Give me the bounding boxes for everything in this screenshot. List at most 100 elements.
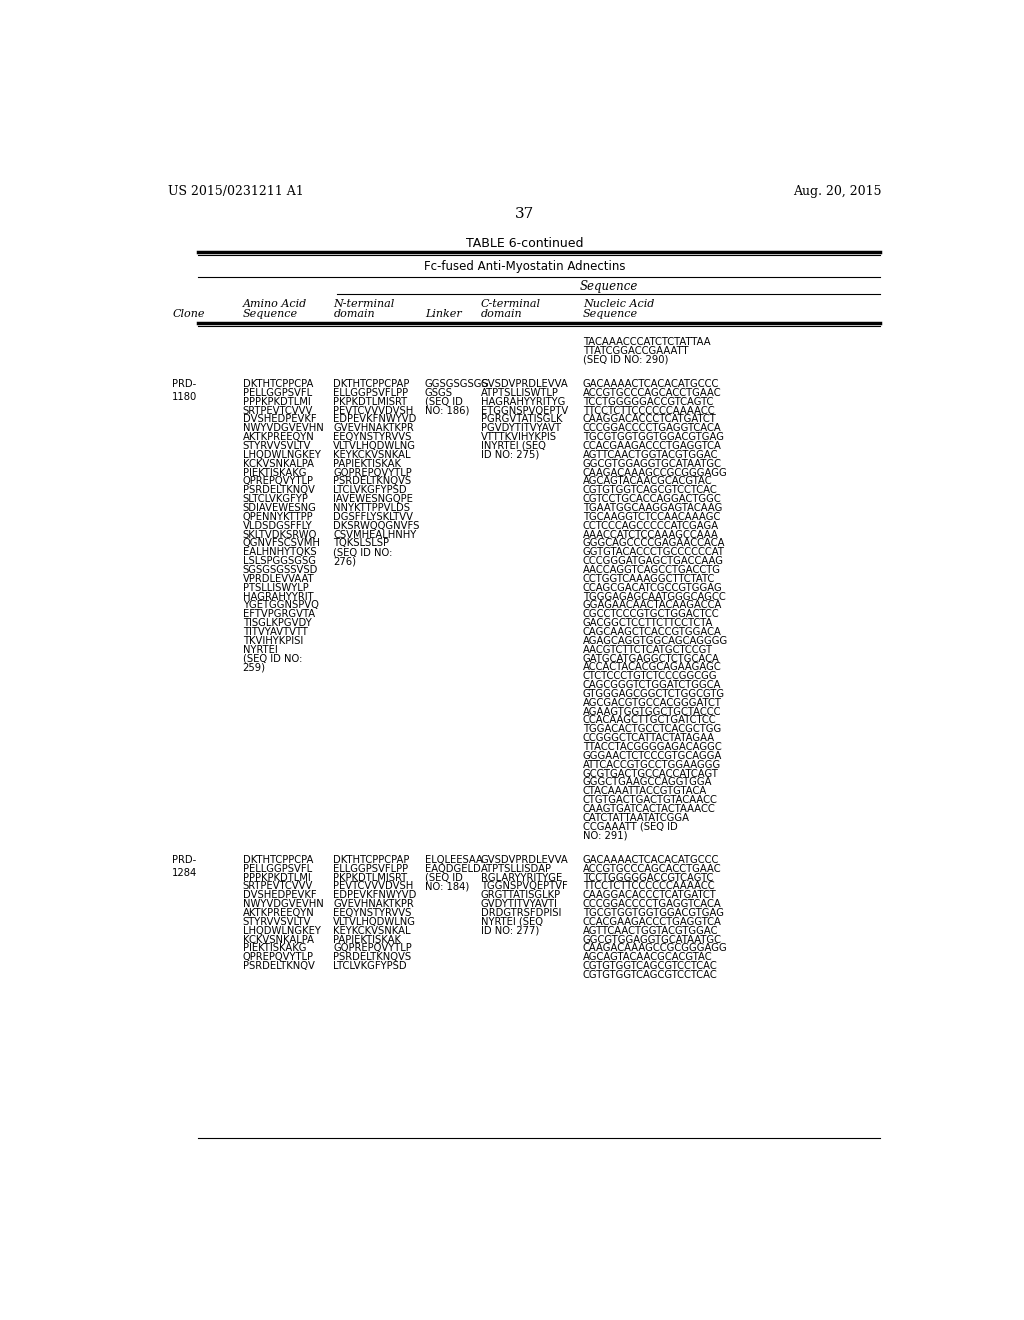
Text: DGSFFLYSKLTVV: DGSFFLYSKLTVV <box>334 512 414 521</box>
Text: STYRVVSVLTV: STYRVVSVLTV <box>243 441 311 451</box>
Text: YGETGGNSPVQ: YGETGGNSPVQ <box>243 601 318 610</box>
Text: PGVDYTITVYAVT: PGVDYTITVYAVT <box>480 424 560 433</box>
Text: KCKVSNKALPA: KCKVSNKALPA <box>243 459 313 469</box>
Text: EALHNHYTQKS: EALHNHYTQKS <box>243 548 316 557</box>
Text: CCACGAAGACCCTGAGGTCA: CCACGAAGACCCTGAGGTCA <box>583 441 722 451</box>
Text: PRD-
1284: PRD- 1284 <box>172 855 198 878</box>
Text: GACGGCTCCTTCTTCCTCTA: GACGGCTCCTTCTTCCTCTA <box>583 618 714 628</box>
Text: Sequence: Sequence <box>243 309 298 319</box>
Text: ACCGTGCCCAGCACCTGAAC: ACCGTGCCCAGCACCTGAAC <box>583 388 722 397</box>
Text: SLTCLVKGFYP: SLTCLVKGFYP <box>243 494 308 504</box>
Text: DKTHTCPPCPA: DKTHTCPPCPA <box>243 855 313 865</box>
Text: 276): 276) <box>334 556 356 566</box>
Text: GACAAAACTCACACATGCCC: GACAAAACTCACACATGCCC <box>583 379 719 389</box>
Text: (SEQ ID NO:: (SEQ ID NO: <box>243 653 302 664</box>
Text: (SEQ ID: (SEQ ID <box>425 873 463 883</box>
Text: CAAGACAAAGCCGCGGGAGG: CAAGACAAAGCCGCGGGAGG <box>583 944 728 953</box>
Text: PRD-
1180: PRD- 1180 <box>172 379 198 403</box>
Text: STYRVVSVLTV: STYRVVSVLTV <box>243 917 311 927</box>
Text: CGTCCTGCACCAGGACTGGC: CGTCCTGCACCAGGACTGGC <box>583 494 722 504</box>
Text: ETGGNSPVQEPTV: ETGGNSPVQEPTV <box>480 405 568 416</box>
Text: (SEQ ID NO: 290): (SEQ ID NO: 290) <box>583 355 669 364</box>
Text: SRTPEVTCVVV: SRTPEVTCVVV <box>243 882 313 891</box>
Text: AGTTCAACTGGTACGTGGAC: AGTTCAACTGGTACGTGGAC <box>583 925 719 936</box>
Text: domain: domain <box>480 309 522 319</box>
Text: GVEVHNAKTKPR: GVEVHNAKTKPR <box>334 899 414 909</box>
Text: PPPKPKDTLMI: PPPKPKDTLMI <box>243 873 310 883</box>
Text: CTCTCCCTGTCTCCCGGCGG: CTCTCCCTGTCTCCCGGCGG <box>583 671 718 681</box>
Text: GGCGTGGAGGTGCATAATGC: GGCGTGGAGGTGCATAATGC <box>583 459 722 469</box>
Text: AGAAGTGGTGGCTGCTACCC: AGAAGTGGTGGCTGCTACCC <box>583 706 722 717</box>
Text: CAAGACAAAGCCGCGGGAGG: CAAGACAAAGCCGCGGGAGG <box>583 467 728 478</box>
Text: KEYKCKVSNKAL: KEYKCKVSNKAL <box>334 925 411 936</box>
Text: PKPKDTLMISRT: PKPKDTLMISRT <box>334 873 408 883</box>
Text: ELLGGPSVFLPP: ELLGGPSVFLPP <box>334 863 409 874</box>
Text: LHQDWLNGKEY: LHQDWLNGKEY <box>243 925 321 936</box>
Text: DRDGTRSFDPISI: DRDGTRSFDPISI <box>480 908 561 917</box>
Text: TTCCTCTTCCCCCCAAAACC: TTCCTCTTCCCCCCAAAACC <box>583 405 715 416</box>
Text: CGTGTGGTCAGCGTCCTCAC: CGTGTGGTCAGCGTCCTCAC <box>583 970 718 979</box>
Text: NYRTEI (SEQ: NYRTEI (SEQ <box>480 917 543 927</box>
Text: TGCGTGGTGGTGGACGTGAG: TGCGTGGTGGTGGACGTGAG <box>583 432 724 442</box>
Text: DVSHEDPEVKF: DVSHEDPEVKF <box>243 414 316 425</box>
Text: PAPIEKTISKAK: PAPIEKTISKAK <box>334 935 401 945</box>
Text: PIEKTISKAKG: PIEKTISKAKG <box>243 944 306 953</box>
Text: AACCAGGTCAGCCTGACCTG: AACCAGGTCAGCCTGACCTG <box>583 565 721 576</box>
Text: GQPREPQVYTLP: GQPREPQVYTLP <box>334 944 412 953</box>
Text: AGCAGTACAACGCACGTAC: AGCAGTACAACGCACGTAC <box>583 952 713 962</box>
Text: NWYVDGVEVHN: NWYVDGVEVHN <box>243 899 324 909</box>
Text: PKPKDTLMISRT: PKPKDTLMISRT <box>334 397 408 407</box>
Text: ELQLEESAA: ELQLEESAA <box>425 855 482 865</box>
Text: EAQDGELD: EAQDGELD <box>425 863 480 874</box>
Text: PEVTCVVVDVSH: PEVTCVVVDVSH <box>334 882 414 891</box>
Text: SDIAVEWESNG: SDIAVEWESNG <box>243 503 316 513</box>
Text: VLDSDGSFFLY: VLDSDGSFFLY <box>243 520 312 531</box>
Text: LSLSPGGSGSG: LSLSPGGSGSG <box>243 556 315 566</box>
Text: CCCGGGATGAGCTGACCAAG: CCCGGGATGAGCTGACCAAG <box>583 556 724 566</box>
Text: GSGS: GSGS <box>425 388 453 397</box>
Text: VLTVLHQDWLNG: VLTVLHQDWLNG <box>334 917 417 927</box>
Text: Sequence: Sequence <box>580 280 638 293</box>
Text: DVSHEDPEVKF: DVSHEDPEVKF <box>243 890 316 900</box>
Text: GGCGTGGAGGTGCATAATGC: GGCGTGGAGGTGCATAATGC <box>583 935 722 945</box>
Text: NO: 186): NO: 186) <box>425 405 469 416</box>
Text: GRGTTATISGLKP: GRGTTATISGLKP <box>480 890 561 900</box>
Text: TGGGAGAGCAATGGGCAGCC: TGGGAGAGCAATGGGCAGCC <box>583 591 726 602</box>
Text: CCACGAAGACCCTGAGGTCA: CCACGAAGACCCTGAGGTCA <box>583 917 722 927</box>
Text: PSRDELTKNQVS: PSRDELTKNQVS <box>334 477 412 486</box>
Text: PSRDELTKNQV: PSRDELTKNQV <box>243 486 314 495</box>
Text: AACGTCTTCTCATGCTCCGT: AACGTCTTCTCATGCTCCGT <box>583 644 713 655</box>
Text: PTSLLISWYLP: PTSLLISWYLP <box>243 582 308 593</box>
Text: AKTKPREEQYN: AKTKPREEQYN <box>243 432 314 442</box>
Text: AGTTCAACTGGTACGTGGAC: AGTTCAACTGGTACGTGGAC <box>583 450 719 459</box>
Text: DKSRWQQGNVFS: DKSRWQQGNVFS <box>334 520 420 531</box>
Text: CCTCCCAGCCCCCATCGAGA: CCTCCCAGCCCCCATCGAGA <box>583 520 719 531</box>
Text: GGAGAACAACTACAAGACCA: GGAGAACAACTACAAGACCA <box>583 601 722 610</box>
Text: DKTHTCPPCPAP: DKTHTCPPCPAP <box>334 855 410 865</box>
Text: (SEQ ID: (SEQ ID <box>425 397 463 407</box>
Text: EEQYNSTYRVVS: EEQYNSTYRVVS <box>334 908 412 917</box>
Text: SGSGSGSSVSD: SGSGSGSSVSD <box>243 565 318 576</box>
Text: CTACAAATTACCGTGTACA: CTACAAATTACCGTGTACA <box>583 787 708 796</box>
Text: TTATCGGACCGAAATT: TTATCGGACCGAAATT <box>583 346 688 356</box>
Text: NO: 184): NO: 184) <box>425 882 469 891</box>
Text: PELLGGPSVFL: PELLGGPSVFL <box>243 863 312 874</box>
Text: C-terminal: C-terminal <box>480 298 541 309</box>
Text: GGGCAGCCCCGAGAACCACA: GGGCAGCCCCGAGAACCACA <box>583 539 725 548</box>
Text: GVEVHNAKTKPR: GVEVHNAKTKPR <box>334 424 414 433</box>
Text: CAGCGGGTCTGGATCTGGCA: CAGCGGGTCTGGATCTGGCA <box>583 680 722 690</box>
Text: GATGCATGAGGCTCTGCACA: GATGCATGAGGCTCTGCACA <box>583 653 720 664</box>
Text: GVSDVPRDLEVVA: GVSDVPRDLEVVA <box>480 855 568 865</box>
Text: CCACAAGCTTGCTGATCTCC: CCACAAGCTTGCTGATCTCC <box>583 715 717 726</box>
Text: VTTTKVIHYKPIS: VTTTKVIHYKPIS <box>480 432 557 442</box>
Text: AGAGCAGGTGGCAGCAGGGG: AGAGCAGGTGGCAGCAGGGG <box>583 636 728 645</box>
Text: SRTPEVTCVVV: SRTPEVTCVVV <box>243 405 313 416</box>
Text: ID NO: 277): ID NO: 277) <box>480 925 539 936</box>
Text: EFTVPGRGVTA: EFTVPGRGVTA <box>243 610 314 619</box>
Text: TKVIHYKPISI: TKVIHYKPISI <box>243 636 303 645</box>
Text: CAGCAAGCTCACCGTGGACA: CAGCAAGCTCACCGTGGACA <box>583 627 722 638</box>
Text: NYRTEI: NYRTEI <box>243 644 278 655</box>
Text: AGCGACGTGCCACGGGATCT: AGCGACGTGCCACGGGATCT <box>583 698 722 708</box>
Text: US 2015/0231211 A1: US 2015/0231211 A1 <box>168 185 304 198</box>
Text: IAVEWESNGQPE: IAVEWESNGQPE <box>334 494 414 504</box>
